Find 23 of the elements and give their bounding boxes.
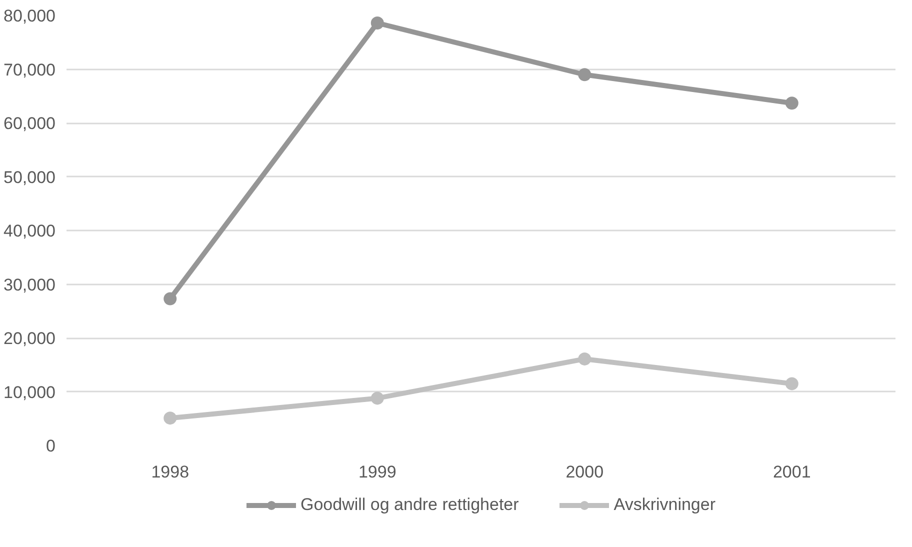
y-tick-label: 40,000 — [4, 222, 56, 240]
y-tick-label: 70,000 — [4, 60, 56, 80]
y-tick-label: 30,000 — [4, 275, 56, 294]
y-tick-label: 20,000 — [4, 329, 56, 348]
x-tick-label: 1998 — [151, 462, 190, 482]
y-tick-label: 0 — [46, 436, 56, 456]
x-tick-label: 2000 — [566, 462, 604, 482]
point — [785, 377, 798, 390]
point — [578, 352, 592, 366]
y-tick-label: 10,000 — [4, 382, 56, 402]
y-tick-label: 50,000 — [4, 168, 56, 187]
y-tick-label: 60,000 — [4, 114, 56, 133]
legend-label: Goodwill og andre rettigheter — [300, 495, 519, 515]
x-tick-label: 2001 — [772, 462, 811, 482]
legend-label: Avskrivninger — [614, 495, 716, 515]
point — [164, 412, 177, 425]
point — [370, 392, 384, 405]
point — [164, 292, 177, 306]
x-tick-label: 1999 — [358, 462, 396, 482]
point — [578, 68, 592, 82]
y-tick-label: 80,000 — [4, 6, 56, 26]
point — [785, 96, 798, 110]
point — [370, 16, 384, 30]
